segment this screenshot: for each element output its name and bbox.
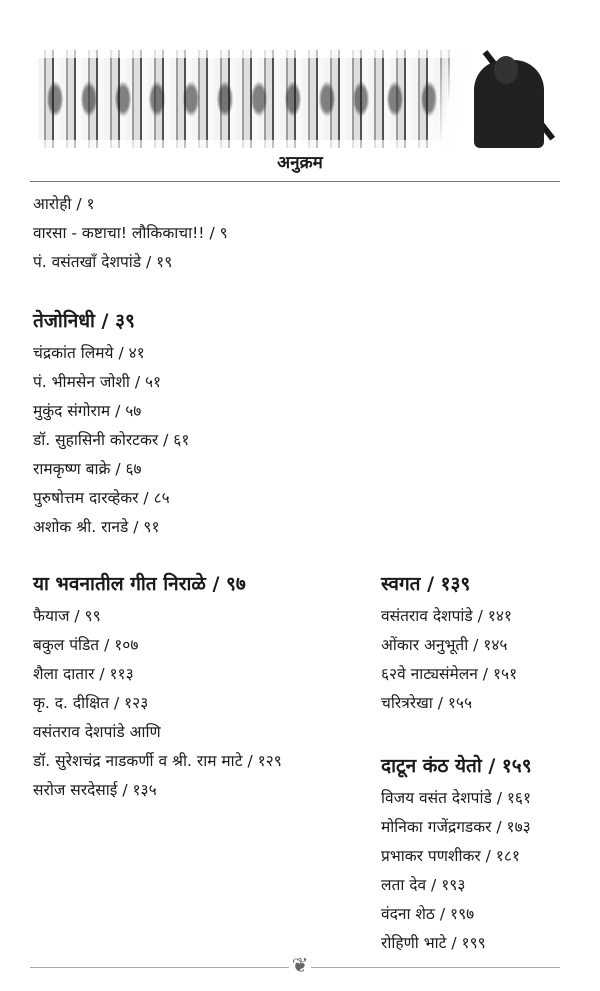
section-heading[interactable]: या भवनातील गीत निराळे / ९७ [33,573,246,595]
toc-entry[interactable]: रामकृष्ण बाक्रे / ६७ [33,460,142,478]
toc-entry[interactable]: पं. भीमसेन जोशी / ५१ [33,373,162,391]
top-divider [30,181,560,182]
toc-entry[interactable]: ओंकार अनुभूती / १४५ [381,636,508,654]
toc-entry[interactable]: पुरुषोत्तम दारव्हेकर / ८५ [33,489,170,507]
toc-entry[interactable]: डॉ. सुरेशचंद्र नाडकर्णी व श्री. राम माटे… [33,752,282,770]
toc-entry[interactable]: सरोज सरदेसाई / १३५ [33,781,157,799]
toc-entry[interactable]: कृ. द. दीक्षित / १२३ [33,694,149,712]
toc-entry[interactable]: विजय वसंत देशपांडे / १६१ [381,789,532,807]
toc-entry[interactable]: डॉ. सुहासिनी कोरटकर / ६१ [33,431,190,449]
toc-entry[interactable]: वारसा - कष्टाचा! लौकिकाचा!! / ९ [33,224,228,242]
musician-photo [408,50,558,148]
toc-entry[interactable]: पं. वसंतखाँ देशपांडे / १९ [33,253,173,271]
toc-entry[interactable]: रोहिणी भाटे / १९९ [381,934,486,952]
toc-entry[interactable]: आरोही / १ [33,195,95,213]
left-column: आरोही / १ वारसा - कष्टाचा! लौकिकाचा!! / … [33,190,228,542]
toc-entry[interactable]: अशोक श्री. रानडे / ९१ [33,518,160,536]
toc-entry[interactable]: मुकुंद संगोराम / ५७ [33,402,142,420]
toc-entry[interactable]: ६२वे नाट्यसंमेलन / १५१ [381,665,518,683]
section-heading[interactable]: स्वगत / १३९ [381,573,471,595]
musician-head [494,56,518,84]
right-column: स्वगत / १३९ वसंतराव देशपांडे / १४१ ओंकार… [381,566,532,958]
section-heading[interactable]: दाटून कंठ येतो / १५९ [381,755,532,777]
toc-entry[interactable]: मोनिका गजेंद्रगडकर / १७३ [381,818,531,836]
toc-entry[interactable]: लता देव / १९३ [381,876,466,894]
toc-entry[interactable]: वसंतराव देशपांडे / १४१ [381,607,512,625]
toc-entry[interactable]: शैला दातार / ११३ [33,665,134,683]
page-title: अनुक्रम [277,153,323,173]
toc-entry[interactable]: चंद्रकांत लिमये / ४१ [33,344,145,362]
toc-entry[interactable]: फैयाज / ९९ [33,607,101,625]
toc-entry[interactable]: वसंतराव देशपांडे आणि [33,723,161,741]
left-column-lower: या भवनातील गीत निराळे / ९७ फैयाज / ९९ बक… [33,566,282,805]
header-banner-image [38,50,558,148]
toc-entry[interactable]: चरित्ररेखा / १५५ [381,694,473,712]
ornament-icon: ❦ [289,950,311,980]
toc-entry[interactable]: बकुल पंडित / १०७ [33,636,139,654]
toc-entry[interactable]: वंदना शेठ / १९७ [381,905,475,923]
toc-entry[interactable]: प्रभाकर पणशीकर / १८१ [381,847,520,865]
section-heading[interactable]: तेजोनिधी / ३९ [33,310,135,332]
